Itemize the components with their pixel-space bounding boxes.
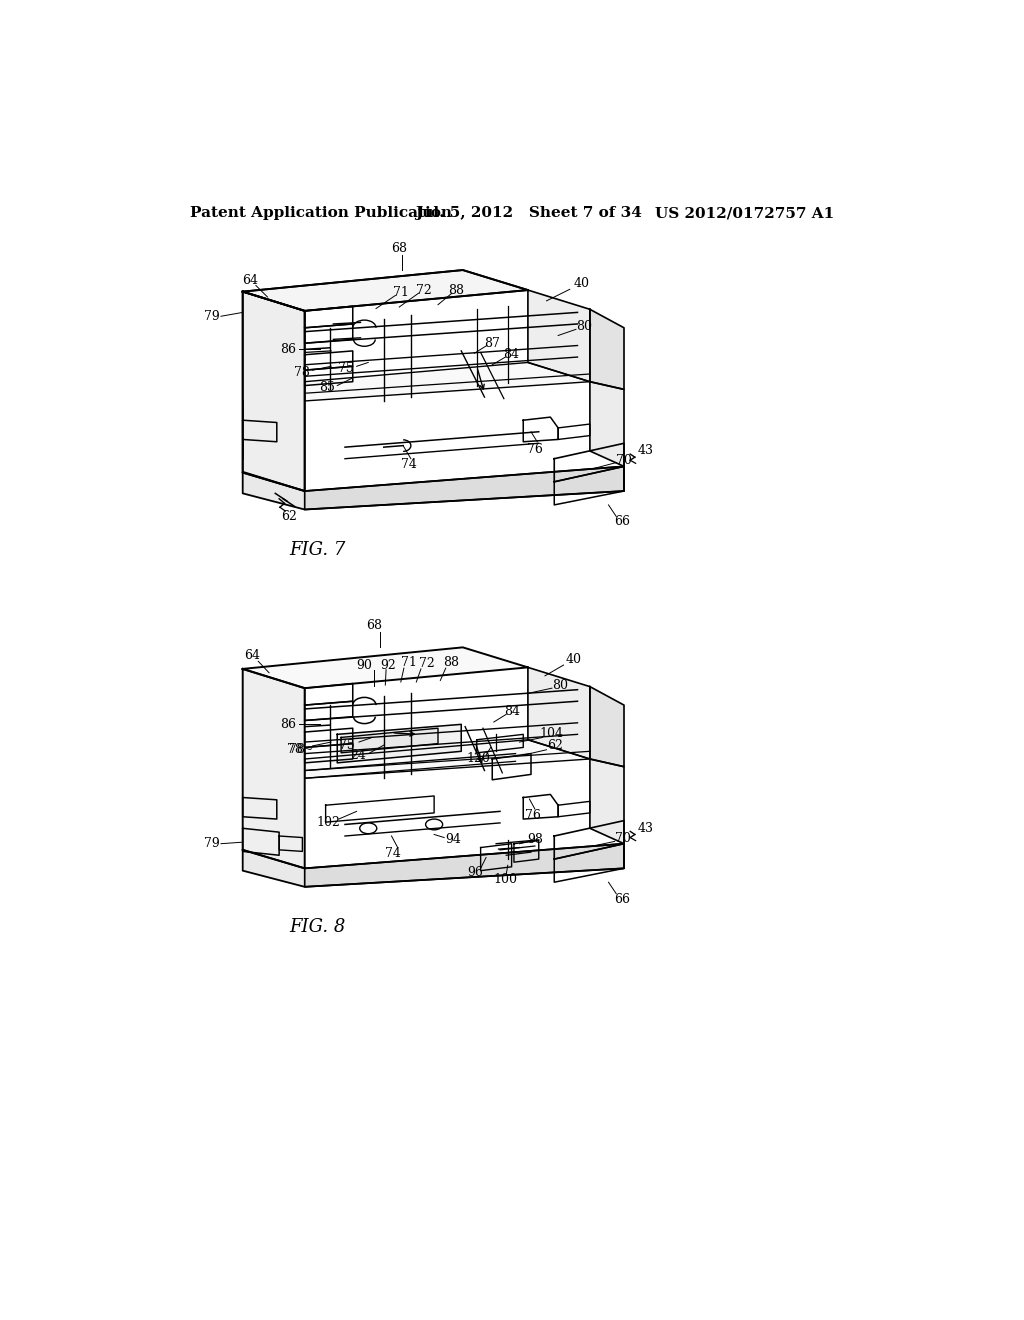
Polygon shape [590,759,624,843]
Polygon shape [590,309,624,389]
Text: 102: 102 [316,816,340,829]
Text: 76: 76 [527,444,543,455]
Polygon shape [528,668,590,759]
Text: 64: 64 [244,649,260,663]
Text: 43: 43 [638,822,653,834]
Text: 43: 43 [638,445,653,458]
Polygon shape [243,292,305,491]
Text: 75: 75 [339,739,355,751]
Text: 24: 24 [350,750,367,763]
Text: 80: 80 [553,678,568,692]
Polygon shape [243,292,305,491]
Text: 100: 100 [494,874,517,887]
Polygon shape [243,271,528,312]
Text: 68: 68 [367,619,382,632]
Text: 70: 70 [614,832,631,845]
Polygon shape [243,466,624,510]
Polygon shape [305,843,624,887]
Text: 87: 87 [484,337,500,350]
Text: 98: 98 [527,833,544,846]
Text: 88: 88 [443,656,459,669]
Text: 104: 104 [540,727,563,741]
Text: 86: 86 [281,718,296,731]
Polygon shape [337,725,461,763]
Text: 78: 78 [295,366,310,379]
Text: 66: 66 [614,515,631,528]
Text: 88: 88 [449,284,465,297]
Text: 84: 84 [503,348,519,362]
Text: 75: 75 [338,362,353,375]
Polygon shape [243,669,305,869]
Text: 92: 92 [381,659,396,672]
Polygon shape [528,290,590,381]
Polygon shape [305,739,590,779]
Text: 90: 90 [356,659,373,672]
Polygon shape [243,843,624,887]
Text: 64: 64 [243,273,258,286]
Text: 96: 96 [467,866,483,879]
Text: 40: 40 [565,653,582,667]
Text: FIG. 8: FIG. 8 [290,917,346,936]
Text: 120: 120 [466,752,490,766]
Text: 86: 86 [281,343,296,356]
Text: 79: 79 [204,310,219,323]
Text: 72: 72 [419,657,434,671]
Text: US 2012/0172757 A1: US 2012/0172757 A1 [655,206,835,220]
Text: 76: 76 [525,809,542,822]
Text: 84: 84 [505,705,520,718]
Polygon shape [590,686,624,767]
Text: 74: 74 [385,847,401,861]
Text: 78: 78 [289,743,305,756]
Polygon shape [243,271,528,312]
Text: 79: 79 [204,837,219,850]
Text: Jul. 5, 2012   Sheet 7 of 34: Jul. 5, 2012 Sheet 7 of 34 [415,206,642,220]
Polygon shape [590,381,624,466]
Polygon shape [305,363,590,401]
Polygon shape [341,729,438,752]
Text: 40: 40 [573,277,590,289]
Text: Patent Application Publication: Patent Application Publication [190,206,452,220]
Text: FIG. 7: FIG. 7 [290,541,346,558]
Text: 62: 62 [282,510,297,523]
Text: 62: 62 [547,739,563,752]
Text: 68: 68 [391,242,408,255]
Text: 71: 71 [393,286,409,298]
Text: 80: 80 [575,319,592,333]
Text: 70: 70 [616,454,632,467]
Text: 94: 94 [445,833,462,846]
Polygon shape [243,647,528,688]
Text: 66: 66 [614,892,631,906]
Text: 74: 74 [400,458,417,471]
Polygon shape [305,466,624,510]
Text: 71: 71 [400,656,417,669]
Text: 78~: 78~ [287,743,313,756]
Text: 85: 85 [319,381,335,395]
Text: 72: 72 [416,284,432,297]
